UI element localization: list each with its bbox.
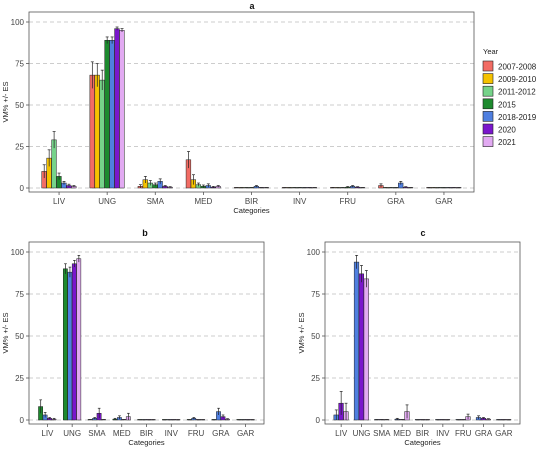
y-tick-label: 100 [307,248,321,257]
bar-ung-2018-2019 [353,261,360,421]
legend-label: 2020 [498,126,516,135]
bar-ung-2021 [76,258,82,421]
x-tick-label-med: MED [393,429,411,438]
y-tick-label: 25 [311,374,320,383]
x-tick-label-inv: INV [436,429,450,438]
legend-swatch-2011-2012 [482,85,494,97]
y-tick-label: 50 [15,332,24,341]
legend-swatch-2018-2019 [482,111,494,122]
x-tick-label-ung: UNG [353,429,371,438]
x-tick-label-liv: LIV [41,429,54,438]
x-tick-label-med: MED [194,197,212,206]
y-tick-label: 75 [15,60,24,69]
bar-ung-2009-2010 [94,74,100,189]
x-tick-label-ung: UNG [98,197,116,206]
x-tick-label-gra: GRA [387,197,405,206]
legend-title: Year [483,47,499,56]
legend-label: 2021 [498,138,516,147]
y-tick-label: 100 [11,18,25,27]
chart-panel-c: c 0 25 50 75 100 LIV UNG SMA MED BIR INV FRU GRA GAR Ca… [297,228,521,447]
chart-panel-b: b 0 25 50 75 100 LIV UNG SMA MED BIR INV FRU GRA GAR Ca… [1,228,265,447]
bar-ung-2020 [358,273,364,421]
legend-swatch-2021 [482,136,494,147]
x-tick-label-sma: SMA [88,429,106,438]
legend-label: 2009-2010 [498,75,537,84]
x-tick-label-med: MED [113,429,131,438]
bar-ung-2015 [104,40,110,189]
y-tick-label: 75 [311,290,320,299]
x-tick-label-sma: SMA [147,197,165,206]
y-axis-title: VM% +/- ES [297,312,306,353]
x-tick-label-gar: GAR [495,429,513,438]
legend-swatch-2007-2008 [482,60,494,72]
x-tick-label-liv: LIV [335,429,348,438]
legend-swatch-2009-2010 [482,73,494,84]
x-tick-label-gra: GRA [212,429,230,438]
legend: Year 2007-2008 2009-2010 2011-2012 2015 2018-… [482,47,537,147]
bar-ung-2020 [71,263,77,421]
x-tick-label-bir: BIR [140,429,154,438]
x-tick-label-liv: LIV [53,197,66,206]
x-tick-label-gar: GAR [435,197,453,206]
panel-title: a [249,1,255,11]
y-tick-label: 0 [20,184,25,193]
y-tick-label: 25 [15,143,24,152]
x-tick-label-bir: BIR [245,197,259,206]
y-tick-label: 100 [11,248,25,257]
x-axis-title: Categories [233,206,270,215]
bar-ung-2007-2008 [89,74,95,189]
panel-title: c [420,228,425,238]
x-tick-label-fru: FRU [339,197,356,206]
x-axis-title: Categories [128,438,165,447]
y-axis-title: VM% +/- ES [1,81,10,122]
panel-title: b [142,228,148,238]
x-tick-label-gra: GRA [475,429,493,438]
y-tick-label: 75 [15,290,24,299]
x-tick-label-gar: GAR [237,429,255,438]
x-tick-label-inv: INV [293,197,307,206]
legend-swatch-2015 [482,98,494,110]
y-tick-label: 50 [15,101,24,110]
x-tick-label-ung: UNG [63,429,81,438]
y-axis-title: VM% +/- ES [1,312,10,353]
bar-ung-2021 [363,278,369,421]
x-tick-label-sma: SMA [373,429,391,438]
legend-label: 2007-2008 [498,63,537,72]
bar-ung-2011-2012 [99,79,105,189]
y-tick-label: 50 [311,332,320,341]
legend-swatch-2020 [482,123,494,135]
legend-label: 2015 [498,100,516,109]
legend-label: 2018-2019 [498,113,537,122]
x-tick-label-fru: FRU [188,429,205,438]
x-tick-label-bir: BIR [416,429,430,438]
y-tick-label: 25 [15,374,24,383]
x-axis-title: Categories [404,438,441,447]
y-tick-label: 0 [20,416,25,425]
x-tick-label-fru: FRU [455,429,472,438]
y-tick-label: 0 [316,416,321,425]
legend-label: 2011-2012 [498,88,536,97]
x-tick-label-inv: INV [165,429,179,438]
bar-ung-2015 [62,268,68,421]
bar-ung-2018-2019 [109,40,115,189]
chart-panel-a: a 0 25 50 75 100 LIV UNG SMA MED BIR INV FRU GRA GAR Ca… [1,1,475,215]
bar-ung-2021 [119,30,125,189]
bar-ung-2020 [114,28,120,189]
bar-ung-2018-2019 [67,271,73,421]
